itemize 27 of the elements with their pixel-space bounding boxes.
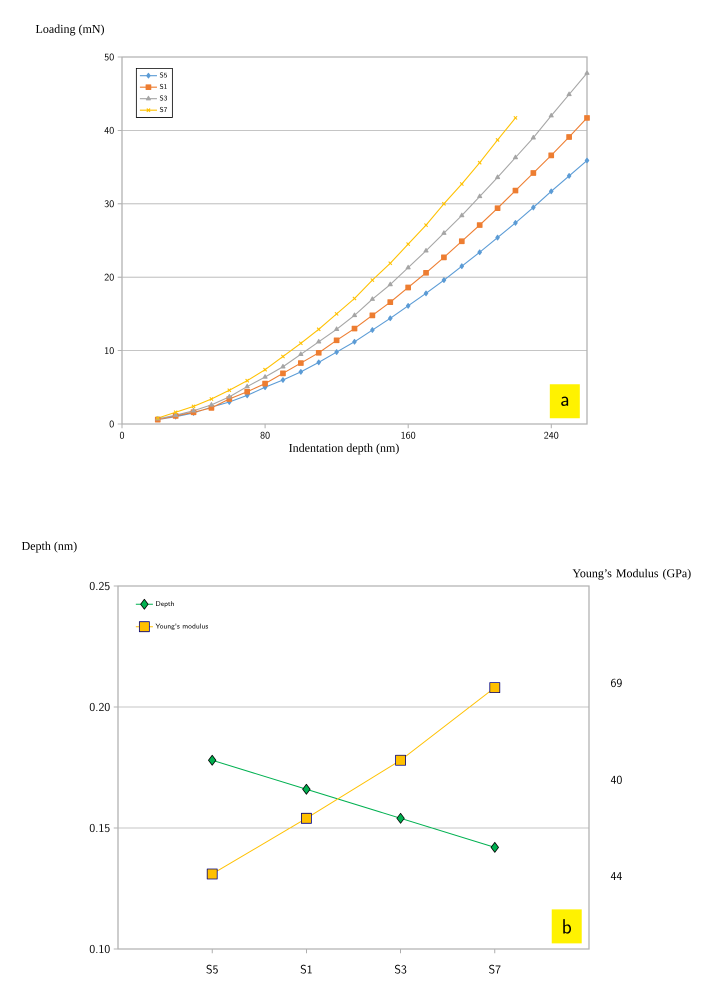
x-tick-label: S1 — [300, 964, 312, 974]
y-tick-label: 50 — [104, 53, 114, 60]
y-tick-label: 30 — [104, 200, 114, 208]
y2-axis-title: Young’s Modulus (GPa) — [572, 568, 691, 580]
y-axis-title: Depth (nm) — [22, 542, 77, 552]
x-tick-label: S7 — [489, 964, 500, 974]
y-tick-label: 0.10 — [90, 944, 110, 954]
text: 69 — [611, 678, 622, 688]
y-axis-title: Loading (mN) — [36, 24, 104, 36]
x-tick-label: 0 — [120, 432, 124, 439]
y-tick-label: 10 — [105, 347, 114, 354]
x-tick-label: 160 — [402, 432, 416, 439]
x-tick-label: S3 — [394, 964, 406, 974]
annotation: a — [561, 396, 568, 406]
y-tick-label: 0.20 — [90, 702, 110, 712]
x-axis-title: Indentation depth (nm) — [289, 444, 399, 454]
y-tick-label: 0.25 — [90, 582, 110, 590]
text: 44 — [610, 872, 622, 880]
annotation: b — [563, 919, 572, 934]
y-tick-label: 40 — [104, 126, 114, 134]
x-tick-label: 80 — [260, 432, 270, 439]
y-tick-label: 20 — [104, 274, 114, 281]
y-tick-label: 0 — [110, 420, 114, 428]
text: 40 — [610, 776, 622, 784]
x-tick-label: S5 — [206, 964, 218, 974]
y-tick-label: 0.15 — [90, 824, 110, 832]
x-tick-label: 240 — [544, 432, 558, 439]
